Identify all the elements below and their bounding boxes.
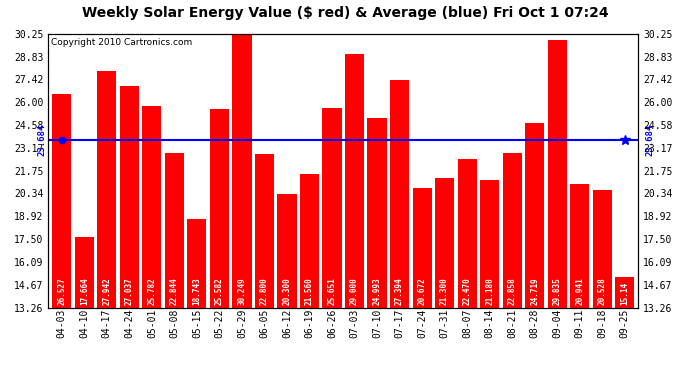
Text: 24.719: 24.719 [530, 278, 539, 305]
Text: 24.993: 24.993 [373, 278, 382, 305]
Text: 26.527: 26.527 [57, 278, 66, 305]
Text: 20.672: 20.672 [417, 278, 426, 305]
Bar [233, 34, 252, 375]
Text: 25.651: 25.651 [328, 278, 337, 305]
Bar [525, 123, 544, 375]
Text: 20.528: 20.528 [598, 278, 607, 305]
Bar [345, 54, 364, 375]
Bar [322, 108, 342, 375]
Text: 20.300: 20.300 [282, 278, 291, 305]
Text: 27.037: 27.037 [125, 278, 134, 305]
Bar [615, 277, 634, 375]
Text: 17.664: 17.664 [80, 278, 89, 305]
Bar [142, 106, 161, 375]
Text: 21.300: 21.300 [440, 278, 449, 305]
Text: 30.249: 30.249 [237, 278, 246, 305]
Text: Weekly Solar Energy Value ($ red) & Average (blue) Fri Oct 1 07:24: Weekly Solar Energy Value ($ red) & Aver… [81, 6, 609, 20]
Text: 20.941: 20.941 [575, 278, 584, 305]
Bar [255, 154, 274, 375]
Bar [457, 159, 477, 375]
Text: Copyright 2010 Cartronics.com: Copyright 2010 Cartronics.com [51, 38, 193, 47]
Text: 21.560: 21.560 [305, 278, 314, 305]
Text: 25.782: 25.782 [148, 278, 157, 305]
Bar [300, 174, 319, 375]
Text: 15.14: 15.14 [620, 282, 629, 305]
Bar [570, 184, 589, 375]
Text: 27.394: 27.394 [395, 278, 404, 305]
Bar [548, 40, 566, 375]
Bar [52, 94, 71, 375]
Bar [165, 153, 184, 375]
Bar [390, 80, 409, 375]
Bar [75, 237, 94, 375]
Text: 22.844: 22.844 [170, 278, 179, 305]
Text: 22.470: 22.470 [462, 278, 472, 305]
Text: 25.582: 25.582 [215, 278, 224, 305]
Bar [435, 178, 454, 375]
Text: 27.942: 27.942 [102, 278, 111, 305]
Bar [413, 188, 432, 375]
Bar [188, 219, 206, 375]
Text: 23.684: 23.684 [645, 123, 654, 156]
Text: 29.000: 29.000 [350, 278, 359, 305]
Bar [120, 86, 139, 375]
Text: 21.180: 21.180 [485, 278, 494, 305]
Text: 29.835: 29.835 [553, 278, 562, 305]
Text: 22.858: 22.858 [508, 278, 517, 305]
Bar [480, 180, 499, 375]
Bar [210, 109, 229, 375]
Text: 23.684: 23.684 [37, 123, 46, 156]
Text: 18.743: 18.743 [193, 278, 201, 305]
Bar [368, 118, 386, 375]
Text: 22.800: 22.800 [260, 278, 269, 305]
Bar [277, 194, 297, 375]
Bar [502, 153, 522, 375]
Bar [97, 71, 117, 375]
Bar [593, 190, 612, 375]
